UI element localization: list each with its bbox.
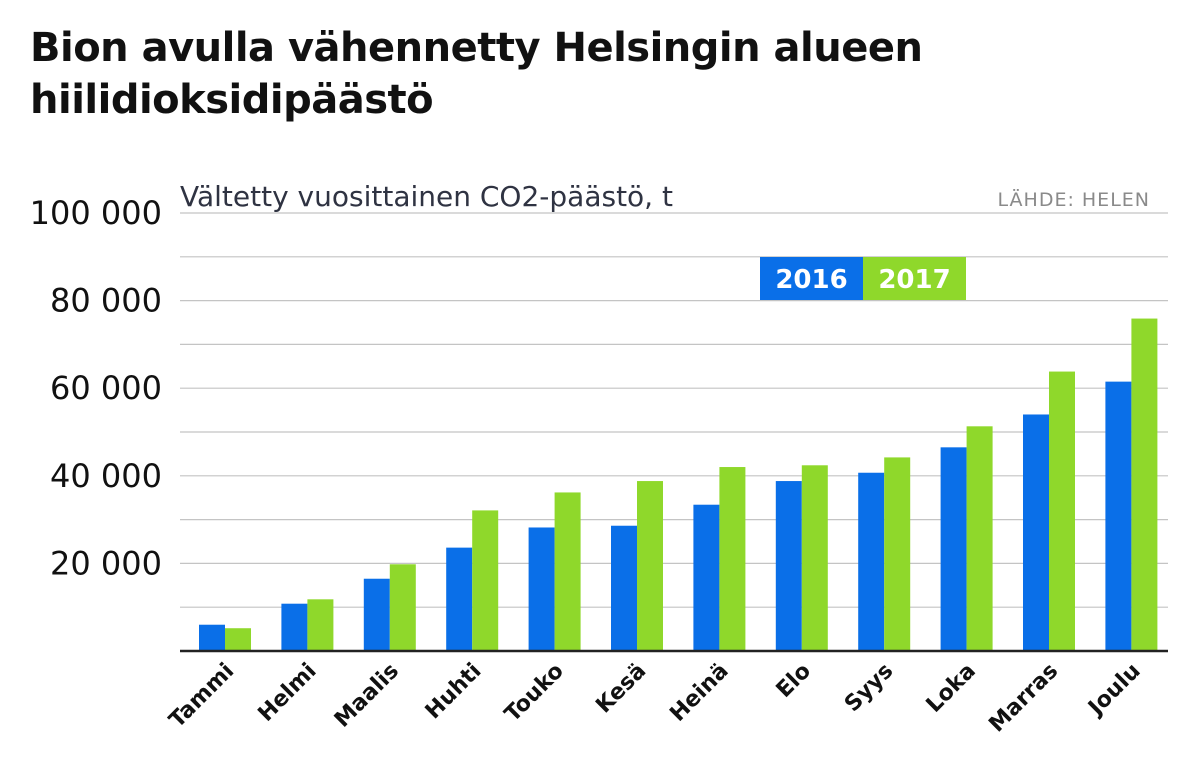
x-tick-label: Helmi — [254, 659, 322, 727]
chart-subtitle: Vältetty vuosittainen CO2-päästö, t — [180, 180, 673, 213]
x-tick-label: Elo — [772, 659, 816, 703]
bar-2016-maalis — [363, 578, 390, 651]
bar-2016-elo — [775, 481, 802, 651]
x-tick-label: Heinä — [665, 659, 733, 727]
legend-swatch-2016 — [760, 257, 863, 300]
bar-2016-kesä — [611, 525, 637, 651]
bar-2016-helmi — [281, 603, 308, 651]
gridlines — [180, 212, 1168, 608]
bar-2017-maalis — [389, 564, 416, 651]
legend: 2016 2017 — [760, 257, 966, 300]
y-tick-label: 20 000 — [50, 544, 162, 582]
bar-2017-joulu — [1131, 318, 1158, 651]
x-tick-label: Maalis — [330, 659, 404, 733]
legend-swatch-2017 — [863, 257, 966, 300]
bar-2017-loka — [966, 426, 993, 651]
bar-2017-helmi — [307, 599, 334, 651]
legend-label-2016: 2016 — [775, 265, 847, 295]
y-tick-label: 80 000 — [50, 282, 162, 320]
x-tick-label: Marras — [984, 659, 1063, 738]
x-tick-label: Joulu — [1083, 659, 1146, 722]
bar-2016-heinä — [693, 504, 720, 651]
y-tick-label: 100 000 — [30, 194, 162, 232]
bar-2017-marras — [1049, 371, 1075, 651]
bar-2017-kesä — [637, 481, 663, 651]
bar-2017-tammi — [225, 628, 251, 651]
bar-2017-huhti — [472, 510, 499, 651]
bar-2016-huhti — [446, 547, 473, 651]
x-tick-label: Syys — [840, 659, 898, 717]
bar-2016-touko — [528, 527, 555, 651]
y-axis-ticks: 20 000 40 000 60 000 80 000 100 000 — [30, 194, 162, 582]
source-label: LÄHDE: HELEN — [998, 188, 1150, 211]
bar-2016-joulu — [1105, 381, 1132, 651]
x-tick-label: Loka — [922, 659, 981, 718]
chart-title: Bion avulla vähennetty Helsingin alueen … — [30, 25, 923, 123]
x-tick-label: Kesä — [591, 659, 651, 719]
bar-2016-marras — [1023, 414, 1049, 651]
y-tick-label: 40 000 — [50, 457, 162, 495]
x-tick-label: Touko — [500, 659, 569, 728]
x-tick-label: Tammi — [165, 659, 240, 734]
legend-label-2017: 2017 — [878, 265, 950, 295]
x-axis-ticks: Tammi Helmi Maalis Huhti Touko Kesä Heinä Elo Sy… — [165, 659, 1146, 738]
bar-2016-tammi — [199, 624, 225, 651]
bar-2017-touko — [554, 492, 581, 651]
x-tick-label: Huhti — [421, 659, 487, 725]
bar-2017-elo — [801, 465, 828, 651]
bar-2016-loka — [940, 447, 967, 651]
bar-2017-syys — [884, 457, 911, 651]
bars — [199, 318, 1158, 651]
y-tick-label: 60 000 — [50, 369, 162, 407]
bar-2016-syys — [858, 472, 885, 651]
bar-2017-heinä — [719, 467, 746, 651]
